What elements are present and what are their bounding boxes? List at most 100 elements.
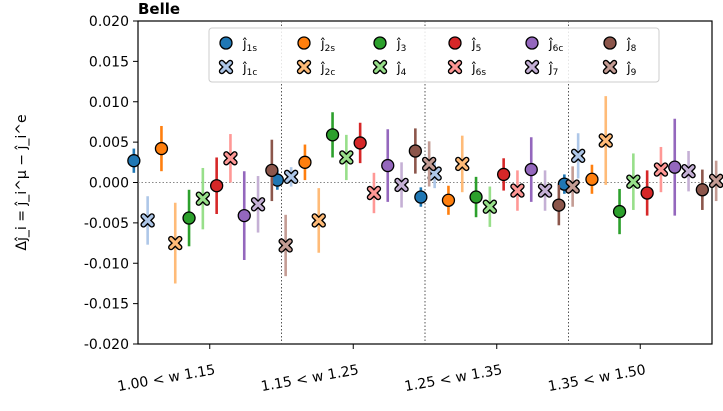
- data-point: [168, 235, 183, 251]
- y-tick-label: 0.005: [89, 135, 129, 151]
- data-point: [237, 208, 251, 223]
- legend-label: ĵ2s: [320, 37, 335, 54]
- legend-marker-fill: [298, 61, 310, 73]
- legend-marker: [448, 36, 462, 50]
- data-point: [681, 163, 696, 179]
- data-point: [441, 193, 456, 207]
- legend-marker: [603, 36, 617, 50]
- data-point: [612, 204, 627, 219]
- data-point-fill: [655, 163, 667, 176]
- legend-marker: [219, 36, 233, 50]
- data-point-fill: [682, 165, 695, 177]
- data-point: [278, 238, 293, 253]
- legend-marker-fill: [220, 61, 232, 73]
- legend-marker-fill: [526, 61, 538, 73]
- x-tick-label: 1.35 < w 1.50: [547, 362, 647, 395]
- data-point: [339, 150, 354, 165]
- data-point: [552, 198, 566, 212]
- data-point: [394, 177, 409, 193]
- y-tick-label: -0.020: [84, 337, 129, 353]
- legend-marker-fill: [374, 61, 386, 73]
- data-point: [455, 156, 470, 172]
- data-point-fill: [252, 198, 264, 211]
- data-point-fill: [285, 171, 297, 183]
- data-point: [427, 166, 442, 181]
- legend-label: ĵ3: [396, 37, 406, 54]
- data-point-fill: [572, 150, 584, 162]
- legend-marker: [524, 59, 540, 75]
- legend-marker: [218, 59, 234, 75]
- data-point-fill: [511, 184, 524, 197]
- data-point: [154, 141, 169, 156]
- data-point-fill: [627, 175, 640, 188]
- y-tick-label: -0.010: [84, 256, 129, 272]
- data-point: [585, 172, 599, 186]
- data-point-fill: [539, 184, 551, 197]
- legend-label: ĵ7: [548, 61, 558, 78]
- data-point: [482, 199, 498, 214]
- data-point: [265, 163, 279, 178]
- data-point: [381, 158, 395, 173]
- data-point: [140, 213, 155, 228]
- data-point: [421, 156, 437, 172]
- data-point-fill: [484, 200, 496, 213]
- data-point: [598, 133, 613, 148]
- data-point-fill: [428, 167, 441, 180]
- data-point: [626, 174, 641, 189]
- data-point-fill: [312, 214, 325, 227]
- data-point-fill: [456, 158, 469, 170]
- data-point: [640, 186, 654, 200]
- data-point: [127, 154, 141, 168]
- data-point-fill: [599, 134, 612, 147]
- data-point: [195, 191, 211, 206]
- data-point: [209, 179, 224, 193]
- data-point: [223, 151, 238, 166]
- data-point: [708, 173, 723, 189]
- data-point: [250, 197, 266, 212]
- data-point-fill: [423, 158, 435, 170]
- data-point: [570, 148, 586, 164]
- data-point: [353, 136, 367, 150]
- data-point: [325, 128, 340, 142]
- legend: ĵ1s ĵ1c ĵ2s ĵ2c ĵ3 ĵ4 ĵ5 ĵ6s ĵ6c ĵ7 ĵ8 ĵ9: [208, 27, 660, 83]
- data-point: [283, 169, 299, 185]
- data-point: [524, 162, 538, 177]
- data-point-fill: [141, 214, 154, 227]
- y-axis-label: Δĵ_i = ĵ_i^μ − ĵ_i^e: [14, 114, 30, 250]
- data-point: [469, 190, 483, 204]
- data-point-fill: [197, 192, 209, 205]
- x-tick-label: 1.25 < w 1.35: [403, 362, 503, 395]
- data-point: [537, 183, 553, 198]
- data-point: [414, 190, 428, 204]
- data-point: [408, 144, 423, 158]
- legend-marker: [296, 59, 312, 75]
- legend-marker: [372, 59, 388, 75]
- data-point-fill: [566, 180, 579, 193]
- legend-marker: [602, 59, 618, 75]
- x-tick-label: 1.00 < w 1.15: [116, 362, 216, 395]
- data-point: [311, 213, 326, 228]
- legend-marker-fill: [604, 61, 616, 73]
- legend-label: ĵ6c: [548, 37, 563, 54]
- legend-marker: [447, 59, 463, 75]
- data-point: [496, 167, 511, 182]
- legend-label: ĵ8: [626, 37, 637, 54]
- legend-label: ĵ1s: [242, 37, 257, 54]
- y-tick-label: -0.015: [84, 297, 129, 313]
- legend-marker: [297, 36, 311, 50]
- legend-label: ĵ5: [471, 37, 481, 54]
- y-tick-label: 0.020: [89, 14, 129, 30]
- y-tick-label: 0.015: [89, 54, 129, 70]
- data-point: [668, 160, 682, 174]
- y-tick-label: 0.010: [89, 95, 129, 111]
- legend-label: ĵ2c: [320, 61, 335, 78]
- legend-label: ĵ6s: [471, 61, 486, 78]
- data-point: [298, 155, 312, 169]
- legend-label: ĵ4: [396, 61, 407, 78]
- chart-title: Belle: [138, 0, 180, 18]
- data-point: [182, 211, 196, 225]
- y-tick-label: 0.000: [89, 176, 129, 192]
- data-point: [510, 183, 525, 198]
- data-point-fill: [340, 151, 353, 164]
